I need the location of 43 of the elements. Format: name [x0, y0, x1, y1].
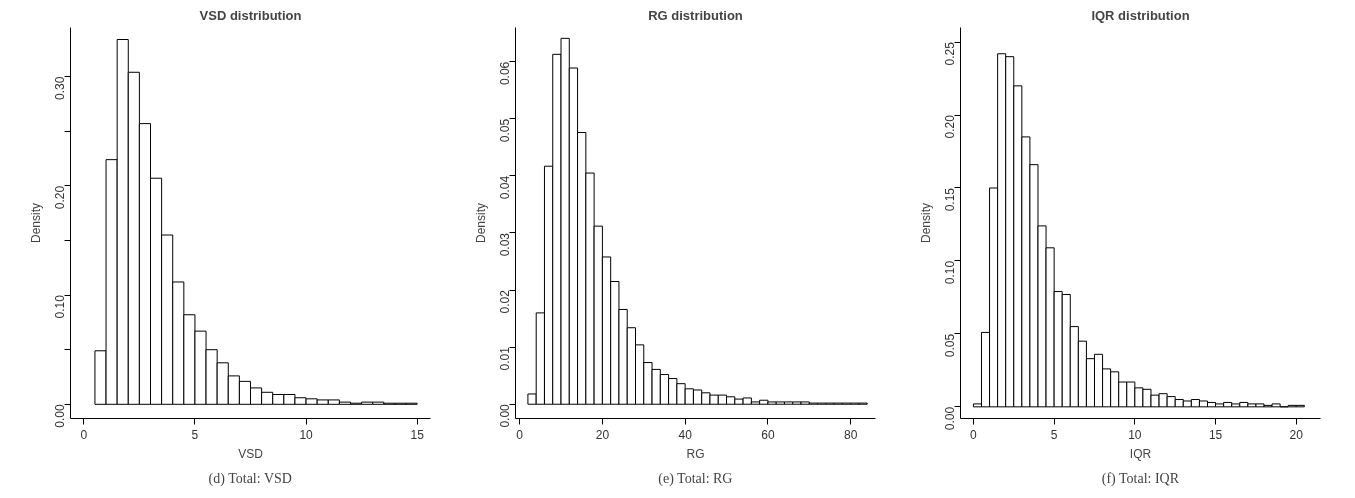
y-tick-label: 0.20 — [53, 185, 67, 210]
x-tick-label: 80 — [844, 427, 858, 442]
y-tick-label: 0.10 — [943, 260, 957, 285]
x-axis-title: VSD — [238, 446, 264, 461]
y-tick-label: 0.06 — [498, 61, 512, 86]
y-tick-label: 0.10 — [53, 294, 67, 319]
chart-title: IQR distribution — [1091, 7, 1190, 23]
y-tick-label: 0.04 — [498, 175, 512, 200]
y-tick-label: 0.05 — [943, 333, 957, 358]
text: (d) Total: VSD — [208, 470, 292, 487]
y-axis-title: Density — [473, 202, 488, 244]
y-tick-label: 0.15 — [943, 187, 957, 212]
x-tick-label: 5 — [1050, 427, 1058, 442]
y-tick-label: 0.00 — [498, 403, 512, 428]
x-tick-label: 0 — [516, 427, 524, 442]
x-axis-title: RG — [686, 446, 705, 461]
x-tick-label: 20 — [595, 427, 610, 442]
x-tick-label: 40 — [678, 427, 693, 442]
x-tick-label: 10 — [1128, 427, 1142, 442]
y-axis-title: Density — [918, 202, 933, 244]
x-tick-label: 5 — [191, 427, 199, 442]
y-tick-label: 0.02 — [498, 289, 512, 314]
y-tick-label: 0.25 — [943, 41, 957, 66]
x-axis-title: IQR — [1129, 446, 1152, 461]
x-tick-label: 20 — [1289, 427, 1304, 442]
y-tick-label: 0.01 — [498, 346, 512, 371]
y-axis-title: Density — [28, 202, 43, 244]
chart-title: VSD distribution — [199, 7, 302, 23]
x-tick-label: 0 — [970, 427, 978, 442]
chart-title: RG distribution — [648, 7, 743, 23]
y-tick-label: 0.05 — [498, 118, 512, 143]
y-tick-label: 0.30 — [53, 76, 67, 100]
y-tick-label: 0.00 — [943, 406, 957, 431]
text: (e) Total: RG — [658, 470, 733, 487]
x-tick-label: 15 — [410, 427, 425, 442]
x-tick-label: 10 — [299, 427, 314, 442]
x-tick-label: 0 — [80, 427, 88, 442]
y-tick-label: 0.00 — [53, 403, 67, 428]
x-tick-label: 60 — [761, 427, 775, 442]
y-tick-label: 0.03 — [498, 232, 512, 257]
text: (f) Total: IQR — [1101, 470, 1180, 487]
y-tick-label: 0.20 — [943, 114, 957, 139]
x-tick-label: 15 — [1208, 427, 1223, 442]
